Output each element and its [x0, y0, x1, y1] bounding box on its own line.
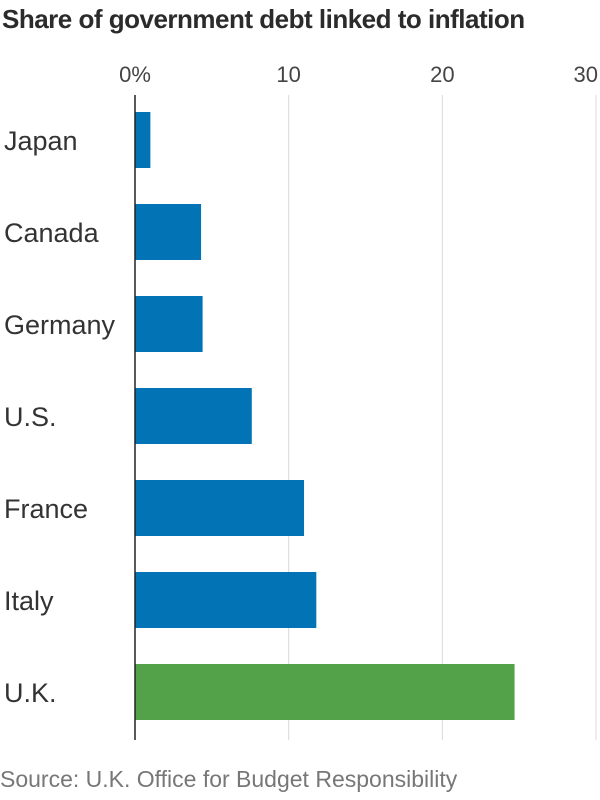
bar-layer: [135, 112, 515, 720]
bar-italy: [135, 572, 317, 628]
category-label: France: [4, 494, 88, 524]
category-label: Canada: [4, 218, 100, 248]
bar-france: [135, 480, 305, 536]
x-tick-label: 10: [276, 62, 300, 87]
category-label: Italy: [4, 586, 54, 616]
bar-japan: [135, 112, 151, 168]
x-tick-label: 30: [574, 62, 598, 87]
bar-canada: [135, 204, 202, 260]
chart-title: Share of government debt linked to infla…: [2, 4, 525, 34]
bar-u-k: [135, 664, 515, 720]
category-label: U.S.: [4, 402, 57, 432]
source-note: Source: U.K. Office for Budget Responsib…: [0, 766, 458, 792]
tick-label-layer: 0% 10 20 30: [119, 62, 598, 87]
bar-germany: [135, 296, 203, 352]
grid-layer: [288, 95, 597, 740]
category-label: Germany: [4, 310, 116, 340]
x-tick-label: 0%: [119, 62, 151, 87]
x-tick-label: 20: [430, 62, 454, 87]
category-label: Japan: [4, 126, 78, 156]
bar-u-s: [135, 388, 252, 444]
category-label: U.K.: [4, 678, 57, 708]
category-label-layer: Japan Canada Germany U.S. France Italy U.K.: [4, 126, 116, 708]
